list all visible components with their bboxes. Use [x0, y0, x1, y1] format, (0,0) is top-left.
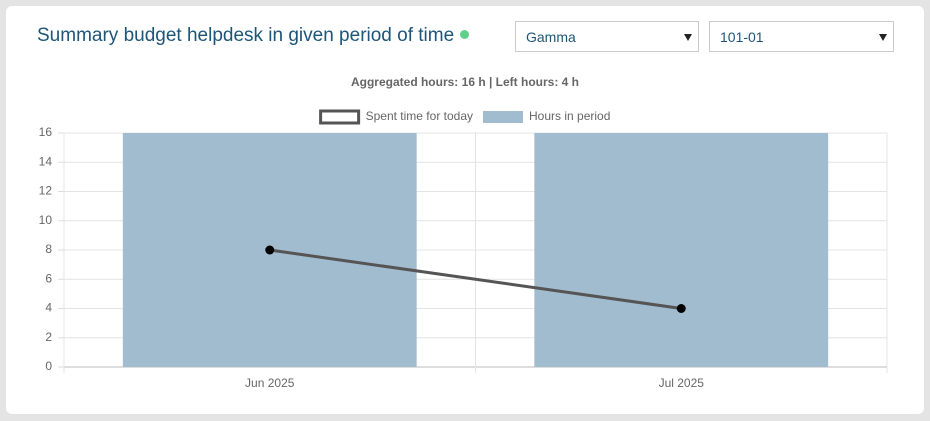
title-text: Summary budget helpdesk in given period …: [37, 25, 455, 46]
y-tick-label: 14: [39, 154, 53, 168]
chart-title: Aggregated hours: 16 h | Left hours: 4 h: [351, 75, 579, 89]
bar: [534, 133, 829, 367]
x-tick-label: Jul 2025: [659, 376, 705, 390]
select-project[interactable]: Gamma: [515, 21, 699, 52]
select-value: 101-01: [720, 29, 764, 45]
legend-swatch: [319, 109, 361, 125]
legend-swatch: [483, 111, 524, 123]
y-tick-label: 16: [39, 125, 53, 139]
legend-label: Hours in period: [529, 109, 610, 123]
y-tick-label: 12: [39, 184, 53, 198]
y-tick-label: 4: [45, 301, 52, 315]
y-tick-label: 8: [45, 242, 52, 256]
y-tick-label: 6: [45, 271, 52, 285]
panel-title: Summary budget helpdesk in given period …: [37, 25, 470, 47]
status-dot: [460, 30, 470, 39]
point: [265, 245, 275, 255]
dropdown-arrow: [684, 34, 692, 41]
select-code[interactable]: 101-01: [709, 21, 894, 52]
x-tick-label: Jun 2025: [245, 376, 295, 390]
point: [676, 304, 686, 313]
dropdown-arrow: [879, 34, 887, 41]
y-tick-label: 0: [45, 359, 52, 373]
select-value: Gamma: [526, 29, 576, 45]
y-tick-label: 2: [45, 330, 52, 344]
y-tick-label: 10: [39, 213, 53, 227]
line: [269, 248, 682, 310]
legend-label: Spent time for today: [366, 109, 473, 123]
